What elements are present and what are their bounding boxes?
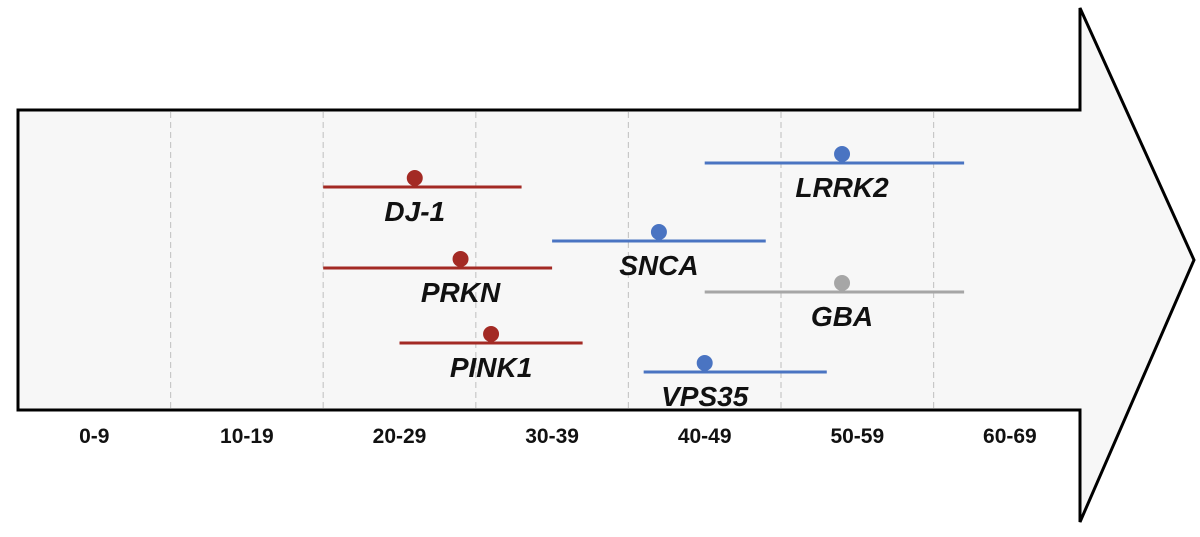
gene-label: SNCA	[619, 250, 698, 281]
gene-label: PRKN	[421, 277, 501, 308]
onset-dot	[834, 146, 851, 162]
gene-label: PINK1	[450, 352, 532, 383]
gene-label: VPS35	[661, 381, 749, 412]
gene-ranges: DJ-1 PRKN PINK1 SNCA LRRK2 GBA VPS35	[323, 146, 965, 412]
onset-dot	[452, 251, 469, 267]
gene-label: GBA	[811, 301, 873, 332]
x-tick-label: 10-19	[220, 425, 274, 448]
gene-label: LRRK2	[795, 172, 889, 203]
x-tick-label: 20-29	[373, 425, 427, 448]
gene-vps35: VPS35	[643, 355, 827, 412]
gene-lrrk2: LRRK2	[704, 146, 965, 203]
x-tick-label: 50-59	[830, 425, 884, 448]
x-tick-label: 60-69	[983, 425, 1037, 448]
onset-dot	[406, 170, 423, 186]
gene-dj-1: DJ-1	[323, 170, 522, 227]
x-tick-label: 30-39	[525, 425, 579, 448]
gene-snca: SNCA	[552, 224, 766, 281]
timeline-arrow	[16, 7, 1196, 523]
gene-prkn: PRKN	[323, 251, 553, 308]
arrow-shape	[16, 7, 1196, 523]
onset-dot	[696, 355, 713, 371]
gene-label: DJ-1	[384, 196, 445, 227]
x-tick-label: 0-9	[79, 425, 109, 448]
onset-dot	[834, 275, 851, 291]
x-axis-ticks: 0-9 10-19 20-29 30-39 40-49 50-59 60-69	[79, 425, 1037, 448]
gene-gba: GBA	[704, 275, 965, 332]
gene-pink1: PINK1	[399, 326, 583, 383]
x-tick-label: 40-49	[678, 425, 732, 448]
onset-dot	[650, 224, 667, 240]
onset-dot	[483, 326, 500, 342]
